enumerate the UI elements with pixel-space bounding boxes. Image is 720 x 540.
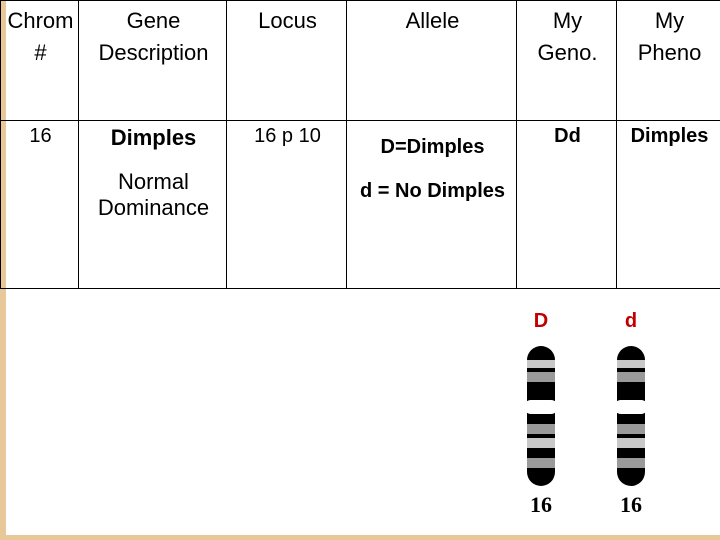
header-locus: Locus (227, 1, 347, 121)
allele-label-right: d (608, 310, 654, 333)
band (527, 360, 555, 368)
header-gene: Gene Description (79, 1, 227, 121)
cell-genotype: Dd (517, 121, 617, 289)
cell-locus: 16 p 10 (227, 121, 347, 289)
gene-title: Dimples (111, 125, 197, 150)
table-data-row: 16 Dimples Normal Dominance 16 p 10 D=Di… (1, 121, 720, 289)
band (617, 458, 645, 468)
cell-gene: Dimples Normal Dominance (79, 121, 227, 289)
cell-chrom: 16 (1, 121, 79, 289)
chromosome-number-left: 16 (518, 492, 564, 518)
table-header-row: Chrom # Gene Description Locus Allele My… (1, 1, 720, 121)
header-geno: My Geno. (517, 1, 617, 121)
band (617, 438, 645, 448)
frame-bottom (0, 535, 720, 540)
band (617, 424, 645, 434)
chromosome-body-right (617, 346, 645, 486)
band (617, 372, 645, 382)
chromosome-diagram: D 16 d 16 (500, 310, 700, 530)
chromosome-number-right: 16 (608, 492, 654, 518)
allele-dominant: D=Dimples (381, 136, 485, 158)
gene-note: Normal Dominance (85, 169, 222, 221)
band (527, 424, 555, 434)
header-pheno: My Pheno (617, 1, 720, 121)
band (617, 360, 645, 368)
allele-recessive: d = No Dimples (360, 180, 505, 202)
header-chrom: Chrom # (1, 1, 79, 121)
band (527, 438, 555, 448)
cell-phenotype: Dimples (617, 121, 720, 289)
genetics-table: Chrom # Gene Description Locus Allele My… (0, 0, 720, 289)
cell-allele: D=Dimples d = No Dimples (347, 121, 517, 289)
chromosome-body-left (527, 346, 555, 486)
band (527, 458, 555, 468)
header-allele: Allele (347, 1, 517, 121)
band (527, 372, 555, 382)
allele-label-left: D (518, 310, 564, 333)
